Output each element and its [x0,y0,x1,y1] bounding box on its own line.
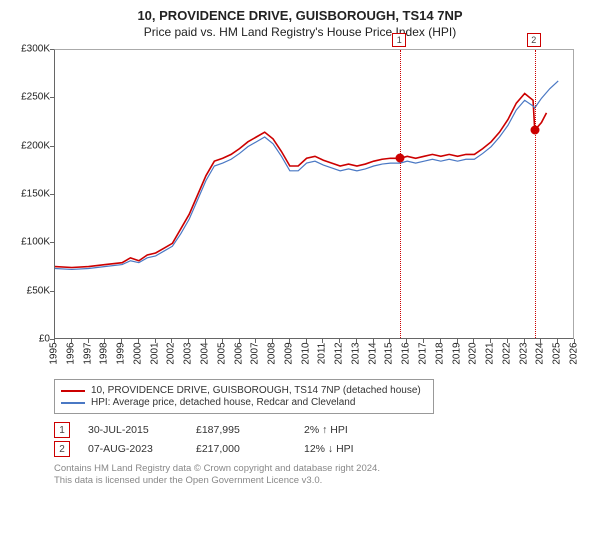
x-tick-label: 2018 [434,342,445,364]
x-tick-label: 2015 [384,342,395,364]
legend-line-icon [61,402,85,404]
x-tick-label: 2011 [317,343,328,365]
x-tick-label: 2012 [334,342,345,364]
y-tick-label: £100K [12,237,50,248]
x-tick-label: 2007 [250,342,261,364]
chart-container: 10, PROVIDENCE DRIVE, GUISBOROUGH, TS14 … [0,0,600,492]
y-tick-label: £150K [12,189,50,200]
y-tick-label: £0 [12,334,50,345]
chart-title: 10, PROVIDENCE DRIVE, GUISBOROUGH, TS14 … [12,8,588,23]
x-tick-label: 2021 [485,342,496,364]
x-tick-label: 2020 [468,342,479,364]
x-tick-label: 2002 [166,342,177,364]
x-tick-label: 2014 [367,342,378,364]
x-tick-label: 1997 [82,342,93,364]
x-tick-label: 2006 [233,342,244,364]
event-marker-box: 2 [527,33,541,47]
events-table: 1 30-JUL-2015 £187,995 2% ↑ HPI 2 07-AUG-2023… [54,422,588,457]
chart-subtitle: Price paid vs. HM Land Registry's House … [12,25,588,39]
x-tick-label: 2010 [300,342,311,364]
x-tick-label: 2001 [149,342,160,364]
event-row: 1 30-JUL-2015 £187,995 2% ↑ HPI [54,422,588,438]
x-tick-label: 2016 [401,342,412,364]
lines-svg [55,50,575,340]
event-vline [535,50,536,338]
x-tick-label: 2013 [350,342,361,364]
plot-area [54,49,574,339]
series-hpi [55,81,558,270]
x-tick-label: 2019 [451,342,462,364]
y-tick-label: £300K [12,44,50,55]
chart-area: £0 £50K £100K £150K £200K £250K £300K 1995 1996 1… [12,45,588,375]
x-tick-label: 2026 [569,342,580,364]
legend-item: 10, PROVIDENCE DRIVE, GUISBOROUGH, TS14 … [61,385,427,396]
footer-line2: This data is licensed under the Open Gov… [54,475,588,487]
event-delta: 2% ↑ HPI [304,424,394,436]
x-tick-label: 1995 [49,342,60,364]
y-tick-label: £250K [12,92,50,103]
event-price: £217,000 [196,443,286,455]
event-dot [396,154,405,163]
legend-item: HPI: Average price, detached house, Redc… [61,397,427,408]
x-tick-label: 2023 [518,342,529,364]
event-date: 07-AUG-2023 [88,443,178,455]
event-delta: 12% ↓ HPI [304,443,394,455]
x-tick-label: 1999 [116,342,127,364]
x-tick-label: 2003 [183,342,194,364]
x-tick-label: 2009 [283,342,294,364]
event-date: 30-JUL-2015 [88,424,178,436]
x-tick-label: 2005 [216,342,227,364]
x-tick-label: 1996 [65,342,76,364]
x-tick-label: 2000 [132,342,143,364]
event-vline [400,50,401,338]
event-id-box: 2 [54,441,70,457]
event-row: 2 07-AUG-2023 £217,000 12% ↓ HPI [54,441,588,457]
event-marker-box: 1 [392,33,406,47]
x-tick-label: 2017 [418,342,429,364]
legend-label: HPI: Average price, detached house, Redc… [91,397,355,408]
x-tick-label: 2008 [267,342,278,364]
x-tick-label: 2004 [199,342,210,364]
event-dot [530,126,539,135]
y-tick-label: £50K [12,285,50,296]
x-tick-label: 2024 [535,342,546,364]
x-tick-label: 1998 [99,342,110,364]
legend-line-icon [61,390,85,392]
x-tick-label: 2022 [501,342,512,364]
footer-line1: Contains HM Land Registry data © Crown c… [54,463,588,475]
series-property [55,94,546,268]
legend: 10, PROVIDENCE DRIVE, GUISBOROUGH, TS14 … [54,379,434,414]
x-tick-label: 2025 [552,342,563,364]
legend-label: 10, PROVIDENCE DRIVE, GUISBOROUGH, TS14 … [91,385,421,396]
event-price: £187,995 [196,424,286,436]
y-tick-label: £200K [12,140,50,151]
event-id-box: 1 [54,422,70,438]
footer: Contains HM Land Registry data © Crown c… [54,463,588,488]
